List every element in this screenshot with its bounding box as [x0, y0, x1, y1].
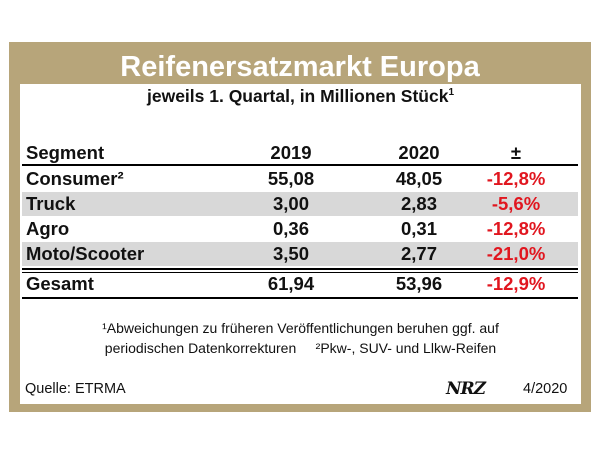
- column-header: ±: [510, 142, 522, 163]
- value-2020-cell: 0,31: [400, 218, 437, 239]
- column-header: 2019: [270, 142, 312, 163]
- table-row: Truck 3,00 2,83 -5,6%: [22, 192, 578, 216]
- chart-subtitle: jeweils 1. Quartal, in Millionen Stück1: [20, 86, 581, 107]
- footnote: ¹Abweichungen zu früheren Veröffentlichu…: [20, 318, 581, 358]
- segment-cell: Moto/Scooter: [26, 243, 145, 264]
- rule-line: [22, 268, 578, 270]
- rule-line: [22, 297, 578, 299]
- change-cell: -12,8%: [486, 168, 546, 189]
- value-2020-cell: 48,05: [395, 168, 443, 189]
- value-2019-cell: 3,00: [272, 193, 309, 214]
- total-row: Gesamt 61,94 53,96 -12,9%: [22, 272, 578, 296]
- change-cell: -12,8%: [486, 218, 546, 239]
- table-row: Moto/Scooter 3,50 2,77 -21,0%: [22, 242, 578, 266]
- segment-cell: Truck: [26, 193, 76, 214]
- value-2019-cell: 55,08: [267, 168, 315, 189]
- value-2020-cell: 2,83: [400, 193, 437, 214]
- source-label: Quelle: ETRMA: [25, 381, 126, 397]
- subtitle-footnote-mark: 1: [448, 87, 455, 99]
- change-cell: -12,9%: [486, 273, 546, 294]
- segment-cell: Gesamt: [26, 273, 94, 294]
- publisher-logo: NRZ: [446, 379, 486, 399]
- chart-title: Reifenersatzmarkt Europa: [120, 51, 480, 83]
- footnote-line-1: ¹Abweichungen zu früheren Veröffentlichu…: [102, 320, 499, 336]
- change-cell: -5,6%: [491, 193, 541, 214]
- subtitle-text: jeweils 1. Quartal, in Millionen Stück: [146, 86, 449, 106]
- value-2019-cell: 3,50: [272, 243, 309, 264]
- value-2019-cell: 61,94: [267, 273, 315, 294]
- column-header: 2020: [398, 142, 440, 163]
- change-cell: -21,0%: [486, 243, 546, 264]
- table-row: Consumer² 55,08 48,05 -12,8%: [22, 167, 578, 191]
- value-2020-cell: 2,77: [400, 243, 437, 264]
- table-row: Agro 0,36 0,31 -12,8%: [22, 217, 578, 241]
- rule-line: [22, 272, 578, 273]
- issue-label: 4/2020: [523, 381, 568, 397]
- column-header: Segment: [26, 142, 105, 163]
- rule-line: [22, 164, 578, 166]
- segment-cell: Agro: [26, 218, 70, 239]
- segment-cell: Consumer²: [26, 168, 124, 189]
- header-row: Segment 2019 2020 ±: [22, 141, 578, 165]
- footnote-line-2: periodischen Datenkorrekturen ²Pkw-, SUV…: [104, 340, 497, 356]
- value-2019-cell: 0,36: [272, 218, 309, 239]
- value-2020-cell: 53,96: [395, 273, 443, 294]
